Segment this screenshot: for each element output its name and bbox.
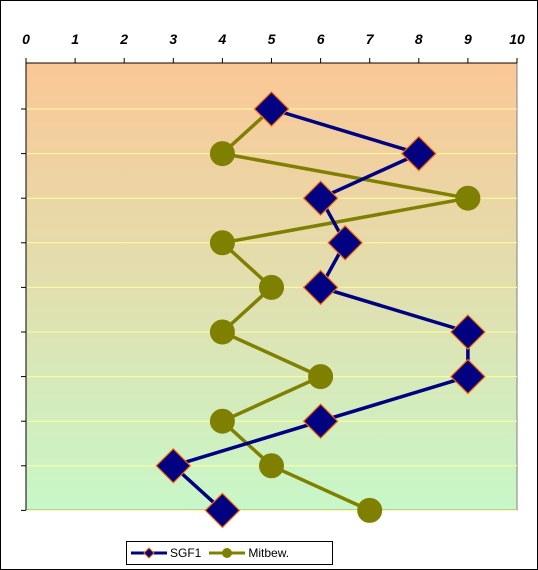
x-tick-label: 4 [218,31,227,47]
data-point-mitbew [209,408,235,434]
legend-marker-mitbew [209,548,246,558]
legend-label-sgf1: SGF1 [170,546,202,560]
data-point-sgf1 [450,358,486,395]
legend: SGF1 Mitbew. [126,541,333,565]
legend-label-mitbew: Mitbew. [248,546,290,560]
data-point-mitbew [357,497,383,523]
x-tick-label: 9 [464,31,472,47]
data-point-sgf1 [253,91,290,127]
data-point-sgf1 [327,224,363,261]
series-line-sgf1 [171,107,470,512]
x-tick-label: 2 [119,31,128,47]
data-point-mitbew [308,364,334,390]
chart-svg: 0 1 2 3 4 5 6 7 8 9 10 [21,31,525,529]
data-point-sgf1 [450,314,486,350]
data-point-sgf1 [204,492,241,529]
x-tick-label: 3 [169,31,177,47]
data-point-sgf1 [302,180,339,217]
series-layer [155,91,486,529]
x-tick-label: 1 [71,31,79,47]
data-point-sgf1 [400,135,437,172]
data-point-mitbew [209,319,235,345]
x-tick-label: 7 [366,31,375,47]
x-tick-label: 8 [415,31,423,47]
data-point-mitbew [259,453,284,479]
legend-marker-sgf1 [131,547,167,559]
x-tick-label: 6 [317,31,325,47]
x-tick-label: 5 [268,31,276,47]
x-axis-ticks: 0 1 2 3 4 5 6 7 8 9 10 [22,31,525,64]
legend-item-mitbew: Mitbew. [209,546,293,560]
x-tick-label: 0 [22,31,30,47]
y-axis-ticks [21,63,27,511]
legend-item-sgf1: SGF1 [131,546,205,560]
data-point-sgf1 [155,447,192,484]
data-point-sgf1 [302,403,339,440]
data-point-mitbew [455,185,481,211]
data-point-mitbew [209,230,235,256]
x-tick-label: 10 [509,31,525,47]
data-point-mitbew [259,274,284,300]
data-point-sgf1 [302,269,339,306]
data-point-mitbew [209,141,235,167]
